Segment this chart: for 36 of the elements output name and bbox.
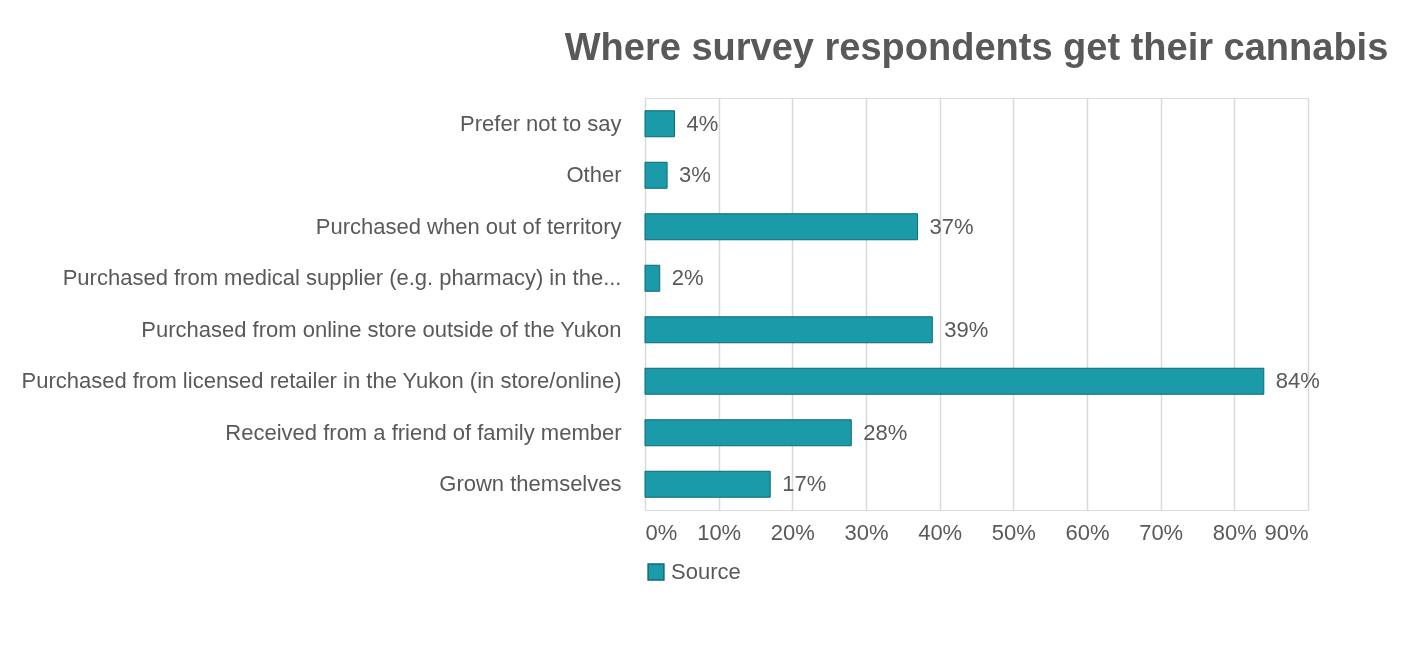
y-tick-label: Purchased from licensed retailer in the Yukon (in store/online) bbox=[21, 368, 622, 394]
bar bbox=[644, 264, 661, 292]
y-tick-label: Other bbox=[566, 162, 622, 188]
data-label: 39% bbox=[944, 316, 989, 342]
y-tick-label: Purchased from online store outside of the Yukon bbox=[141, 316, 622, 342]
x-tick-label: 40% bbox=[918, 519, 963, 545]
x-tick-label: 60% bbox=[1065, 519, 1110, 545]
x-tick-label: 50% bbox=[991, 519, 1036, 545]
data-label: 28% bbox=[863, 419, 908, 445]
x-tick-label: 80% bbox=[1212, 519, 1257, 545]
chart-title: Where survey respondents get their cannabis bbox=[564, 26, 1389, 68]
data-label: 2% bbox=[671, 265, 704, 291]
data-label: 37% bbox=[929, 213, 974, 239]
y-tick-label: Purchased when out of territory bbox=[315, 213, 622, 239]
y-tick-label: Grown themselves bbox=[439, 471, 622, 497]
data-label: 3% bbox=[679, 162, 711, 188]
y-tick-label: Prefer not to say bbox=[460, 110, 622, 136]
x-tick-label: 20% bbox=[770, 519, 815, 545]
bar bbox=[644, 470, 771, 498]
x-tick-label: 70% bbox=[1139, 519, 1184, 545]
legend-label: Source bbox=[671, 559, 741, 584]
bar bbox=[644, 110, 675, 138]
bar bbox=[644, 419, 852, 447]
bar bbox=[644, 316, 933, 344]
x-tick-label: 90% bbox=[1264, 519, 1309, 545]
data-label: 84% bbox=[1275, 368, 1320, 394]
x-tick-label: 30% bbox=[844, 519, 889, 545]
data-label: 4% bbox=[686, 110, 719, 136]
y-tick-label: Purchased from medical supplier (e.g. pharmacy) in the... bbox=[62, 265, 622, 291]
y-tick-label: Received from a friend of family member bbox=[225, 419, 622, 445]
bar bbox=[644, 213, 919, 241]
bar bbox=[644, 367, 1265, 395]
x-tick-label: 10% bbox=[697, 519, 742, 545]
bar bbox=[644, 161, 668, 189]
data-label: 17% bbox=[782, 471, 827, 497]
x-tick-label: 0% bbox=[645, 519, 678, 545]
